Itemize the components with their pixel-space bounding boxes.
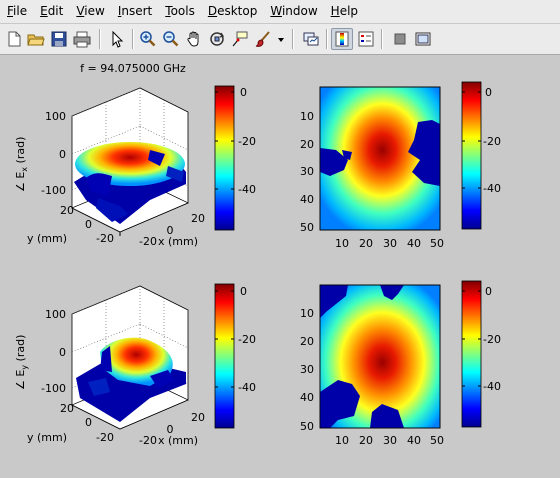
y-tick: 20 bbox=[300, 335, 314, 348]
colorbar-tick: -20 bbox=[483, 135, 501, 148]
y-tick: 50 bbox=[300, 420, 314, 433]
menu-window[interactable]: Window bbox=[270, 4, 318, 18]
link-plot-icon[interactable] bbox=[300, 28, 322, 50]
menu-bar: File Edit View Insert Tools Desktop Window Help bbox=[0, 0, 560, 24]
colorbar-icon[interactable] bbox=[331, 28, 353, 50]
x-tick: 20 bbox=[191, 212, 205, 225]
open-folder-icon[interactable] bbox=[25, 28, 47, 50]
y-tick: -20 bbox=[96, 431, 114, 444]
y-tick: 0 bbox=[85, 218, 92, 231]
x-tick: 30 bbox=[383, 237, 397, 250]
colorbar-tick: -20 bbox=[238, 135, 256, 148]
z-axis-label: ∠ Ey (rad) bbox=[14, 335, 29, 390]
menu-insert[interactable]: Insert bbox=[117, 4, 153, 18]
print-icon[interactable] bbox=[71, 28, 93, 50]
z-tick: -100 bbox=[41, 382, 66, 395]
colorbar-ey-image[interactable]: 0 -20 -40 bbox=[461, 280, 501, 428]
zoom-out-icon[interactable] bbox=[160, 28, 182, 50]
z-tick: 100 bbox=[45, 110, 66, 123]
image-plot-ex[interactable]: 10 20 30 40 50 10 20 30 40 50 bbox=[300, 86, 444, 250]
show-plot-tools-icon[interactable] bbox=[412, 28, 434, 50]
surface-plot-ey[interactable]: 100 0 -100 20 0 -20 -20 0 20 y (mm) x (m… bbox=[14, 285, 205, 447]
y-tick: 50 bbox=[300, 221, 314, 234]
colorbar-tick: -40 bbox=[238, 183, 256, 196]
figure-title: f = 94.075000 GHz bbox=[80, 62, 186, 75]
figure-toolbar bbox=[0, 24, 560, 55]
y-axis-label: y (mm) bbox=[27, 232, 67, 245]
data-cursor-icon[interactable] bbox=[229, 28, 251, 50]
z-tick: -100 bbox=[41, 184, 66, 197]
z-tick: 0 bbox=[59, 148, 66, 161]
x-tick: -20 bbox=[139, 235, 157, 248]
y-tick: 0 bbox=[85, 416, 92, 429]
colorbar-tick: 0 bbox=[485, 285, 492, 298]
figure-canvas: f = 94.075000 GHz 100 0 -100 20 0 -20 -2… bbox=[0, 55, 560, 475]
colorbar-tick: -20 bbox=[483, 333, 501, 346]
save-icon[interactable] bbox=[48, 28, 70, 50]
y-tick: 10 bbox=[300, 307, 314, 320]
colorbar-tick: 0 bbox=[485, 86, 492, 99]
y-tick: 10 bbox=[300, 110, 314, 123]
y-tick: 20 bbox=[60, 402, 74, 415]
rotate-3d-icon[interactable] bbox=[206, 28, 228, 50]
colorbar-tick: 0 bbox=[240, 285, 247, 298]
y-tick: 30 bbox=[300, 363, 314, 376]
x-tick: 40 bbox=[407, 237, 421, 250]
brush-dropdown-icon[interactable] bbox=[275, 28, 287, 50]
x-tick: 10 bbox=[335, 434, 349, 447]
surface-ey bbox=[100, 337, 173, 386]
colorbar-tick: -20 bbox=[238, 333, 256, 346]
x-axis-label: x (mm) bbox=[158, 235, 198, 248]
x-tick: 50 bbox=[430, 434, 444, 447]
new-file-icon[interactable] bbox=[3, 28, 25, 50]
menu-file[interactable]: File bbox=[7, 4, 28, 18]
z-tick: 100 bbox=[45, 308, 66, 321]
x-tick: 40 bbox=[407, 434, 421, 447]
pan-hand-icon[interactable] bbox=[183, 28, 205, 50]
legend-icon[interactable] bbox=[355, 28, 377, 50]
menu-tools[interactable]: Tools bbox=[165, 4, 195, 18]
colorbar-tick: -40 bbox=[483, 380, 501, 393]
x-tick: 50 bbox=[430, 237, 444, 250]
y-axis-label: y (mm) bbox=[27, 431, 67, 444]
zoom-in-icon[interactable] bbox=[137, 28, 159, 50]
colorbar-tick: 0 bbox=[240, 86, 247, 99]
y-tick: 40 bbox=[300, 391, 314, 404]
menu-edit[interactable]: Edit bbox=[40, 4, 64, 18]
y-tick: 40 bbox=[300, 193, 314, 206]
menu-view[interactable]: View bbox=[76, 4, 105, 18]
x-tick: -20 bbox=[139, 434, 157, 447]
x-tick: 10 bbox=[335, 237, 349, 250]
x-tick: 30 bbox=[383, 434, 397, 447]
y-tick: 20 bbox=[300, 138, 314, 151]
x-tick: 20 bbox=[359, 434, 373, 447]
y-tick: 30 bbox=[300, 165, 314, 178]
colorbar-tick: -40 bbox=[483, 182, 501, 195]
select-pointer-icon[interactable] bbox=[106, 28, 128, 50]
menu-help[interactable]: Help bbox=[330, 4, 359, 18]
x-axis-label: x (mm) bbox=[158, 434, 198, 447]
colorbar-ex-image[interactable]: 0 -20 -40 bbox=[461, 81, 501, 230]
colorbar-tick: -40 bbox=[238, 381, 256, 394]
x-tick: 20 bbox=[191, 411, 205, 424]
y-tick: 20 bbox=[60, 204, 74, 217]
z-axis-label: ∠ Ex (rad) bbox=[14, 137, 29, 192]
hide-plot-tools-icon[interactable] bbox=[389, 28, 411, 50]
colorbar-ey[interactable]: 0 -20 -40 bbox=[214, 283, 256, 429]
brush-icon[interactable] bbox=[252, 28, 274, 50]
x-tick: 20 bbox=[359, 237, 373, 250]
x-tick: 0 bbox=[167, 224, 174, 237]
surface-plot-ex[interactable]: 100 0 -100 20 0 -20 -20 0 20 y (mm) x (m… bbox=[14, 87, 205, 248]
x-tick: 0 bbox=[167, 423, 174, 436]
colorbar-ex[interactable]: 0 -20 -40 bbox=[214, 85, 256, 231]
y-tick: -20 bbox=[96, 232, 114, 245]
z-tick: 0 bbox=[59, 346, 66, 359]
image-plot-ey[interactable]: 10 20 30 40 50 10 20 30 40 50 bbox=[300, 284, 444, 447]
menu-desktop[interactable]: Desktop bbox=[207, 4, 258, 18]
